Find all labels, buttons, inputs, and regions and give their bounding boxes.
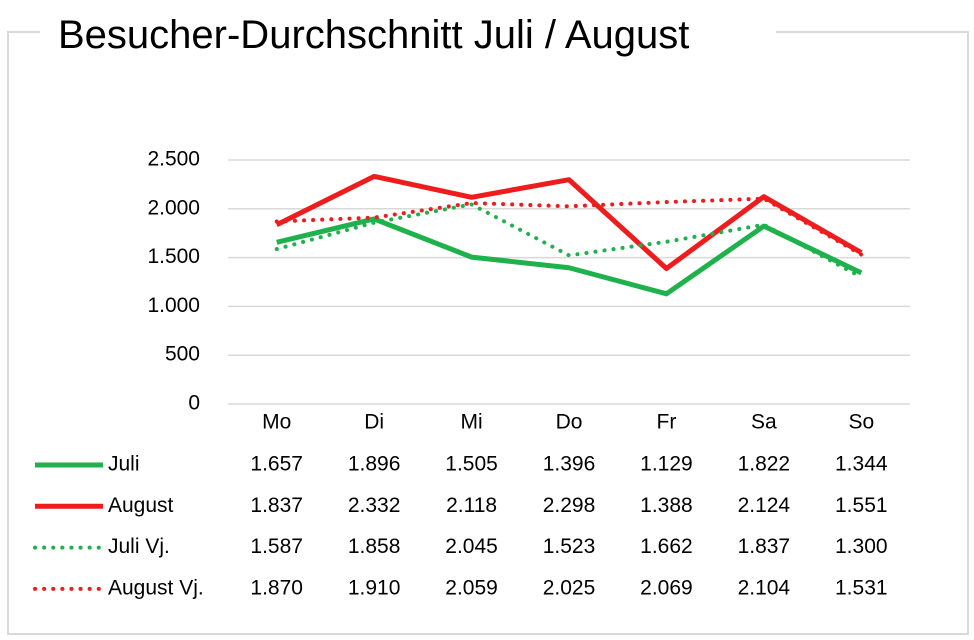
- data-table-cell: 1.910: [348, 576, 401, 599]
- title-background: [40, 10, 776, 54]
- y-tick-label: 0: [188, 392, 200, 415]
- data-table-cell: 2.124: [738, 494, 791, 517]
- data-table-cell: 2.118: [446, 494, 497, 517]
- data-table-cell: 1.662: [640, 535, 693, 558]
- series-line: [276, 216, 863, 297]
- data-table-cell: 2.332: [348, 494, 401, 517]
- data-table-cell: 1.858: [348, 535, 401, 558]
- data-table-cell: 2.045: [445, 535, 498, 558]
- data-table-cell: 1.388: [640, 494, 693, 517]
- data-table-cell: 1.551: [835, 494, 888, 517]
- data-table-cell: 1.505: [445, 453, 498, 476]
- y-tick-label: 500: [165, 343, 200, 366]
- legend-label: August: [108, 494, 174, 517]
- data-table-cell: 2.069: [640, 576, 693, 599]
- data-table-cell: 1.300: [835, 535, 888, 558]
- data-table-cell: 1.344: [835, 453, 888, 476]
- data-table-cell: 1.896: [348, 453, 401, 476]
- data-table-cell: 2.298: [543, 494, 596, 517]
- data-table-cell: 1.870: [250, 576, 303, 599]
- x-tick-label: So: [848, 411, 874, 434]
- data-table-cell: 1.837: [250, 494, 303, 517]
- y-tick-label: 2.500: [147, 148, 200, 171]
- legend-label: Juli: [108, 453, 140, 476]
- series-line: [274, 202, 864, 280]
- legend-label: August Vj.: [108, 576, 204, 599]
- data-table-cell: 1.523: [543, 535, 596, 558]
- data-table-cell: 2.059: [445, 576, 498, 599]
- y-tick-label: 1.500: [147, 245, 200, 268]
- data-table-cell: 2.104: [738, 576, 791, 599]
- y-tick-label: 2.000: [147, 196, 200, 219]
- y-tick-label: 1.000: [147, 294, 200, 317]
- data-table-cell: 1.396: [543, 453, 596, 476]
- data-table-cell: 1.837: [738, 535, 791, 558]
- data-table-cell: 1.587: [250, 535, 303, 558]
- data-table-cell: 2.025: [543, 576, 596, 599]
- x-tick-label: Do: [556, 411, 583, 434]
- legend-label: Juli Vj.: [108, 535, 170, 558]
- chart-title: Besucher-Durchschnitt Juli / August: [58, 13, 689, 57]
- x-tick-label: Mo: [262, 411, 291, 434]
- data-table-cell: 1.657: [250, 453, 303, 476]
- series-line: [275, 173, 863, 272]
- x-tick-label: Di: [364, 411, 384, 434]
- x-tick-label: Mi: [460, 411, 482, 434]
- data-table-cell: 1.129: [640, 453, 693, 476]
- data-table-cell: 1.531: [835, 576, 888, 599]
- x-tick-label: Sa: [751, 411, 777, 434]
- x-tick-label: Fr: [657, 411, 677, 434]
- data-table-cell: 1.822: [738, 453, 791, 476]
